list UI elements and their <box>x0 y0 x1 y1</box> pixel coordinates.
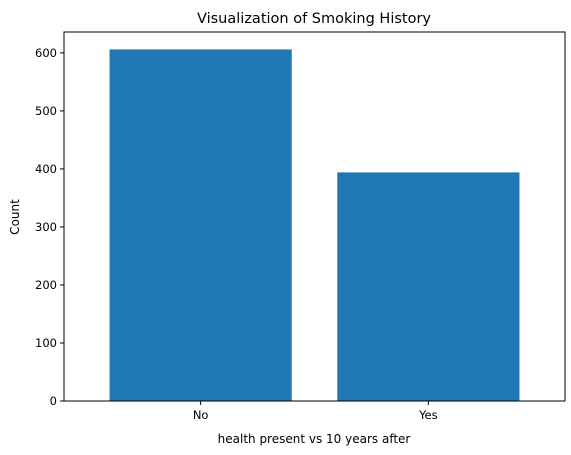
y-tick-label: 300 <box>35 220 57 234</box>
y-tick-label: 0 <box>50 394 57 408</box>
x-tick-label: Yes <box>418 408 438 422</box>
y-axis-label: Count <box>8 199 22 235</box>
y-tick-label: 100 <box>35 336 57 350</box>
bar-yes <box>337 172 520 401</box>
x-tick-label: No <box>193 408 209 422</box>
y-axis-ticks: 0 100 200 300 400 500 600 <box>35 46 64 408</box>
x-axis-label: health present vs 10 years after <box>218 432 411 446</box>
y-tick-label: 500 <box>35 104 57 118</box>
y-tick-label: 200 <box>35 278 57 292</box>
chart-title: Visualization of Smoking History <box>197 11 431 27</box>
y-tick-label: 600 <box>35 46 57 60</box>
bars-group <box>109 49 520 401</box>
y-tick-label: 400 <box>35 162 57 176</box>
plot-area-frame <box>63 31 566 402</box>
x-axis-ticks: No Yes <box>193 401 438 422</box>
bar-no <box>109 49 292 401</box>
